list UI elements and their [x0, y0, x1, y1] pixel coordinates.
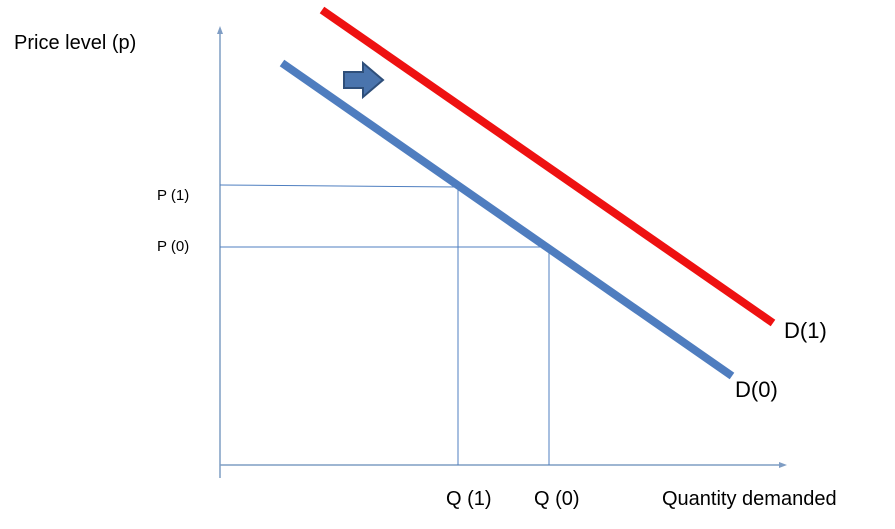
d1-label: D(1)	[784, 318, 827, 343]
y-axis-label: Price level (p)	[14, 32, 136, 54]
p0-label: P (0)	[157, 238, 189, 255]
d0-label: D(0)	[735, 377, 778, 402]
q1-label: Q (1)	[446, 488, 492, 510]
p1-label: P (1)	[157, 187, 189, 204]
x-axis-arrow	[779, 462, 787, 468]
p1-line	[219, 184, 459, 188]
demand-curve-d0	[279, 59, 735, 380]
shift-arrow	[343, 60, 385, 100]
demand-curve-d1	[319, 6, 776, 327]
y-axis-arrow	[217, 26, 223, 34]
q0-label: Q (0)	[534, 488, 580, 510]
x-axis-label: Quantity demanded	[662, 488, 837, 510]
